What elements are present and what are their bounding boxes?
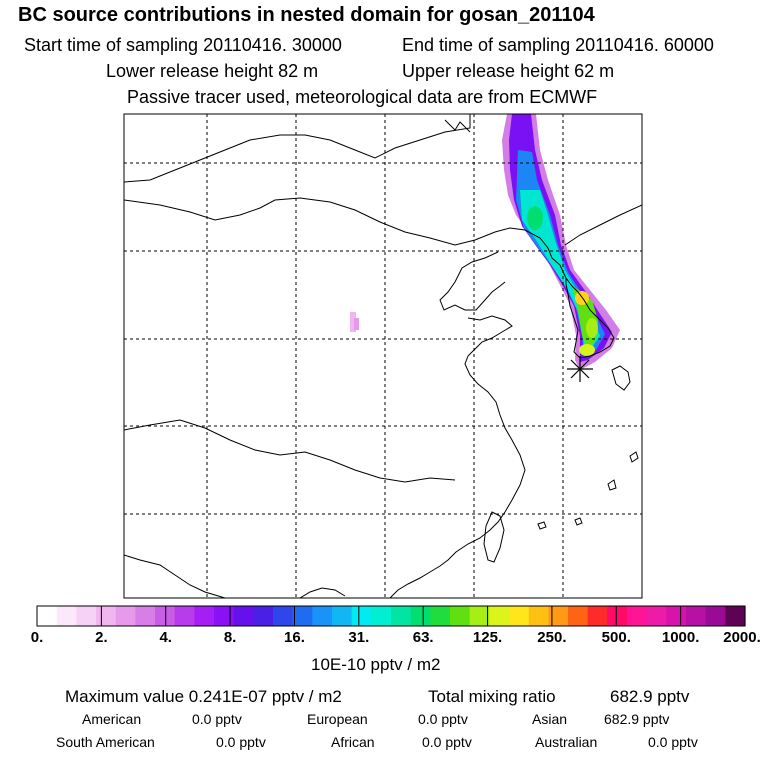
receptor-star-icon bbox=[567, 356, 593, 382]
korean-peninsula bbox=[565, 276, 615, 359]
colorbar-cell bbox=[37, 606, 58, 626]
colorbar-cell bbox=[56, 606, 77, 626]
plot-title: BC source contributions in nested domain… bbox=[18, 4, 595, 26]
island-2 bbox=[607, 479, 617, 491]
colorbar-cell bbox=[568, 606, 589, 626]
upper-release-height: Upper release height 62 m bbox=[402, 61, 615, 81]
mongolia-border bbox=[124, 114, 471, 183]
china-korea-border bbox=[564, 204, 642, 246]
tracer-plume bbox=[350, 114, 620, 370]
colorbar-cell bbox=[646, 606, 667, 626]
region-south-american-label: South American bbox=[56, 734, 155, 750]
inner-border-north bbox=[124, 197, 567, 279]
colorbar-tick-label: 0. bbox=[30, 629, 44, 646]
region-african-value: 0.0 pptv bbox=[422, 734, 472, 750]
contribution-map bbox=[123, 113, 643, 599]
colorbar-tick-label: 1000. bbox=[661, 629, 700, 646]
plume-spot-west bbox=[350, 312, 356, 332]
colorbar-tick-label: 250. bbox=[537, 629, 567, 646]
china-northeast-border bbox=[444, 119, 471, 133]
region-european-value: 0.0 pptv bbox=[418, 711, 468, 727]
colorbar-cell bbox=[273, 606, 294, 626]
colorbar-cell bbox=[214, 606, 235, 626]
south-coast bbox=[299, 587, 346, 598]
colorbar-cell bbox=[155, 606, 176, 626]
colorbar-cell bbox=[705, 606, 726, 626]
colorbar-cell bbox=[115, 606, 136, 626]
colorbar-cell bbox=[194, 606, 215, 626]
colorbar-tick-label: 500. bbox=[601, 629, 631, 646]
colorbar-cell bbox=[587, 606, 608, 626]
colorbar-cell bbox=[686, 606, 707, 626]
map-grid bbox=[124, 114, 642, 598]
region-australian-label: Australian bbox=[535, 734, 598, 750]
end-time: End time of sampling 20110416. 60000 bbox=[402, 35, 714, 55]
region-european-label: European bbox=[307, 711, 368, 727]
colorbar-cell bbox=[489, 606, 510, 626]
lower-release-height: Lower release height 82 m bbox=[106, 61, 319, 81]
colorbar-frame bbox=[36, 605, 746, 627]
region-asian-value: 682.9 pptv bbox=[604, 711, 670, 727]
region-american-label: American bbox=[82, 711, 142, 727]
colorbar-cell bbox=[391, 606, 412, 626]
region-south-american-value: 0.0 pptv bbox=[216, 734, 266, 750]
plume-core-south bbox=[579, 344, 595, 356]
colorbar-cell bbox=[351, 606, 372, 626]
region-australian-value: 0.0 pptv bbox=[648, 734, 698, 750]
colorbar-tick-label: 8. bbox=[223, 629, 237, 646]
plume-core-north bbox=[527, 206, 543, 230]
region-african-label: African bbox=[331, 734, 375, 750]
colorbar-cell bbox=[509, 606, 530, 626]
maximum-value: Maximum value 0.241E-07 pptv / m2 bbox=[65, 687, 342, 706]
inner-border-south bbox=[124, 419, 456, 483]
colorbar-cell bbox=[430, 606, 451, 626]
start-time: Start time of sampling 20110416. 30000 bbox=[24, 35, 342, 55]
colorbar-tick-label: 31. bbox=[348, 629, 370, 646]
region-asian-label: Asian bbox=[532, 711, 568, 727]
colorbar-tick-label: 16. bbox=[284, 629, 305, 646]
colorbar-cell bbox=[135, 606, 156, 626]
colorbar-cell bbox=[332, 606, 353, 626]
colorbar-cell bbox=[253, 606, 274, 626]
colorbar-cell bbox=[548, 606, 569, 626]
colorbar-cell bbox=[627, 606, 648, 626]
colorbar-cell bbox=[76, 606, 97, 626]
model-note: Passive tracer used, meteorological data… bbox=[127, 87, 598, 107]
colorbar-tick-label: 4. bbox=[159, 629, 172, 646]
colorbar-cell bbox=[469, 606, 490, 626]
plume-spot-west-2 bbox=[354, 318, 359, 330]
colorbar-unit: 10E-10 pptv / m2 bbox=[311, 655, 441, 674]
colorbar-cell bbox=[371, 606, 392, 626]
colorbar bbox=[36, 605, 746, 627]
region-american-value: 0.0 pptv bbox=[192, 711, 242, 727]
colorbar-cell bbox=[312, 606, 333, 626]
colorbar-cell bbox=[174, 606, 195, 626]
taiwan bbox=[483, 511, 505, 563]
total-mixing-ratio-label: Total mixing ratio bbox=[428, 687, 556, 706]
colorbar-cell bbox=[607, 606, 628, 626]
colorbar-tick-label: 2. bbox=[95, 629, 108, 646]
colorbar-cell bbox=[292, 606, 313, 626]
island-1 bbox=[629, 451, 639, 463]
bohai-coast bbox=[439, 251, 506, 311]
colorbar-cell bbox=[410, 606, 431, 626]
colorbar-cell bbox=[450, 606, 471, 626]
colorbar-cell bbox=[96, 606, 117, 626]
plume-core-lime bbox=[586, 318, 598, 338]
colorbar-tick-label: 2000. bbox=[723, 629, 761, 646]
colorbar-tick-label: 125. bbox=[472, 629, 503, 646]
shandong-coast bbox=[389, 315, 526, 598]
island-3 bbox=[537, 521, 547, 530]
coastlines bbox=[124, 114, 642, 598]
colorbar-tick-label: 63. bbox=[412, 629, 434, 646]
japan-kyushu bbox=[611, 365, 631, 391]
colorbar-cell bbox=[666, 606, 687, 626]
island-4 bbox=[574, 517, 583, 526]
colorbar-cell bbox=[725, 606, 746, 626]
southwest-border bbox=[124, 554, 226, 598]
colorbar-cell bbox=[233, 606, 254, 626]
map-frame bbox=[123, 113, 643, 599]
total-mixing-ratio-value: 682.9 pptv bbox=[610, 687, 690, 706]
colorbar-cell bbox=[528, 606, 549, 626]
